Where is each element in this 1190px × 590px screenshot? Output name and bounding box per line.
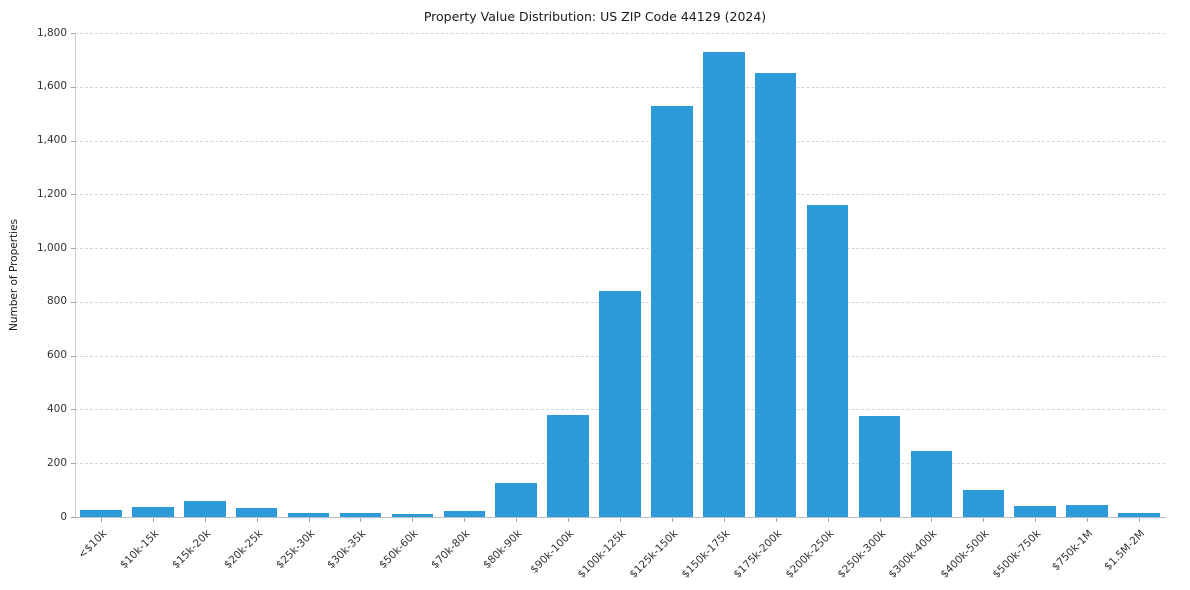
x-tick-mark [723, 518, 725, 522]
x-tick-mark [152, 518, 154, 522]
bar [1066, 504, 1108, 517]
y-tick-label: 1,200 [36, 187, 67, 200]
bar [287, 512, 330, 517]
gridline [75, 248, 1165, 250]
x-tick-label: $50k-60k [377, 527, 421, 572]
y-tick-mark [71, 194, 75, 196]
bar [495, 483, 537, 517]
x-tick-label: $90k-100k [528, 527, 577, 576]
x-tick-label: $175k-200k [731, 527, 784, 581]
bar [806, 205, 849, 517]
y-tick-label: 1,400 [36, 134, 67, 147]
gridline [75, 194, 1165, 196]
y-tick-label: 1,600 [36, 80, 67, 93]
x-tick-label: $1.5M-2M [1102, 527, 1148, 573]
x-tick-mark [671, 518, 673, 522]
bar [235, 507, 278, 517]
bar [703, 51, 745, 517]
x-tick-label: $125k-150k [627, 527, 681, 581]
x-tick-mark [204, 518, 206, 522]
bar [132, 506, 174, 517]
x-tick-mark [620, 518, 621, 522]
y-tick-mark [71, 355, 75, 357]
x-tick-label: $25k-30k [273, 527, 317, 572]
plot-area [75, 33, 1166, 518]
bar [339, 512, 382, 517]
gridline [75, 140, 1165, 142]
y-tick-mark [71, 517, 75, 518]
gridline [75, 86, 1165, 88]
x-tick-mark [983, 518, 985, 522]
bar [910, 451, 953, 517]
x-tick-mark [1139, 518, 1141, 522]
y-tick-label: 1,000 [36, 241, 67, 254]
x-tick-mark [412, 518, 414, 522]
x-tick-label: $10k-15k [117, 527, 162, 572]
bar [754, 73, 797, 517]
bar [391, 514, 434, 517]
x-tick-mark [360, 518, 362, 522]
bar [184, 500, 226, 517]
x-tick-mark [775, 518, 777, 522]
x-tick-label: $20k-25k [221, 527, 265, 572]
x-tick-mark [464, 518, 466, 522]
x-tick-mark [827, 518, 829, 522]
bar [1118, 512, 1160, 517]
bar [443, 511, 486, 517]
x-tick-mark [931, 518, 933, 522]
x-tick-label: $300k-400k [886, 527, 940, 581]
y-tick-label: 1,800 [36, 26, 67, 39]
x-tick-mark [100, 518, 102, 522]
y-tick-mark [71, 248, 75, 250]
x-tick-label: $750k-1M [1049, 527, 1096, 574]
x-tick-label: $15k-20k [169, 527, 213, 572]
x-tick-mark [1035, 518, 1037, 522]
x-tick-label: $80k-90k [481, 527, 525, 572]
y-tick-mark [71, 86, 75, 88]
x-tick-label: $70k-80k [429, 527, 473, 572]
y-tick-mark [71, 463, 75, 465]
x-tick-label: <$10k [76, 527, 110, 561]
bar [599, 291, 641, 517]
bar [1014, 506, 1056, 517]
y-tick-mark [71, 33, 75, 34]
x-tick-mark [256, 518, 258, 522]
bar [547, 414, 589, 517]
y-tick-label: 800 [46, 295, 67, 308]
x-tick-mark [308, 518, 310, 522]
x-tick-label: $500k-750k [990, 527, 1044, 581]
x-tick-label: $100k-125k [575, 527, 629, 581]
x-tick-label: $250k-300k [834, 527, 888, 581]
x-tick-mark [516, 518, 518, 522]
bar [80, 510, 122, 517]
y-tick-label: 0 [60, 510, 67, 523]
y-tick-mark [71, 140, 75, 142]
x-tick-mark [1087, 518, 1089, 522]
bar [651, 105, 693, 517]
bar [962, 490, 1005, 517]
x-tick-mark [879, 518, 881, 522]
bar [858, 416, 901, 517]
x-tick-mark [568, 518, 570, 522]
chart-title: Property Value Distribution: US ZIP Code… [423, 9, 767, 24]
y-tick-label: 200 [46, 456, 67, 469]
y-tick-label: 600 [46, 349, 67, 362]
x-tick-label: $400k-500k [938, 527, 992, 581]
x-tick-label: $150k-175k [679, 527, 733, 581]
y-axis-label: Number of Properties [8, 218, 20, 332]
y-tick-mark [71, 409, 75, 411]
x-tick-label: $30k-35k [325, 527, 369, 572]
y-tick-label: 400 [46, 402, 67, 415]
x-tick-label: $200k-250k [783, 527, 836, 581]
y-tick-mark [71, 301, 75, 303]
gridline [75, 33, 1165, 34]
